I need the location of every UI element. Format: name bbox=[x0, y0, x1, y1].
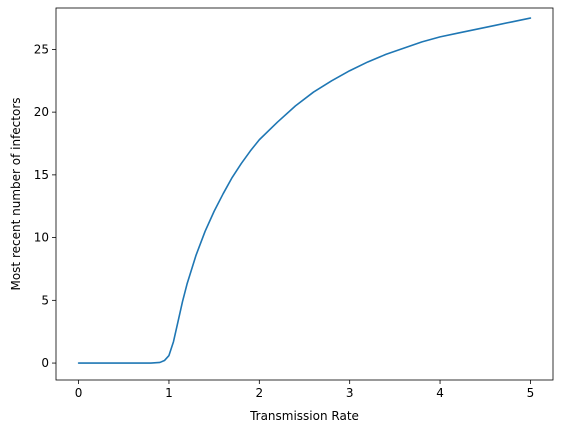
x-tick-label: 4 bbox=[436, 386, 444, 400]
y-tick-label: 20 bbox=[34, 105, 49, 119]
x-tick-label: 2 bbox=[255, 386, 263, 400]
x-tick-label: 5 bbox=[527, 386, 535, 400]
plot-area-frame bbox=[55, 7, 554, 381]
y-axis-ticks: 0 5 10 15 20 25 bbox=[34, 42, 56, 370]
x-tick-label: 1 bbox=[165, 386, 173, 400]
y-tick-label: 0 bbox=[41, 356, 49, 370]
series-line bbox=[77, 17, 532, 364]
y-tick-label: 15 bbox=[34, 168, 49, 182]
x-axis-label: Transmission Rate bbox=[249, 409, 359, 423]
x-axis-ticks: 0 1 2 3 4 5 bbox=[75, 380, 534, 400]
y-tick-label: 5 bbox=[41, 293, 49, 307]
y-tick-label: 10 bbox=[34, 231, 49, 245]
x-tick-label: 3 bbox=[346, 386, 354, 400]
x-tick-label: 0 bbox=[75, 386, 83, 400]
y-axis-label: Most recent number of infectors bbox=[9, 97, 23, 290]
y-tick-label: 25 bbox=[34, 42, 49, 56]
